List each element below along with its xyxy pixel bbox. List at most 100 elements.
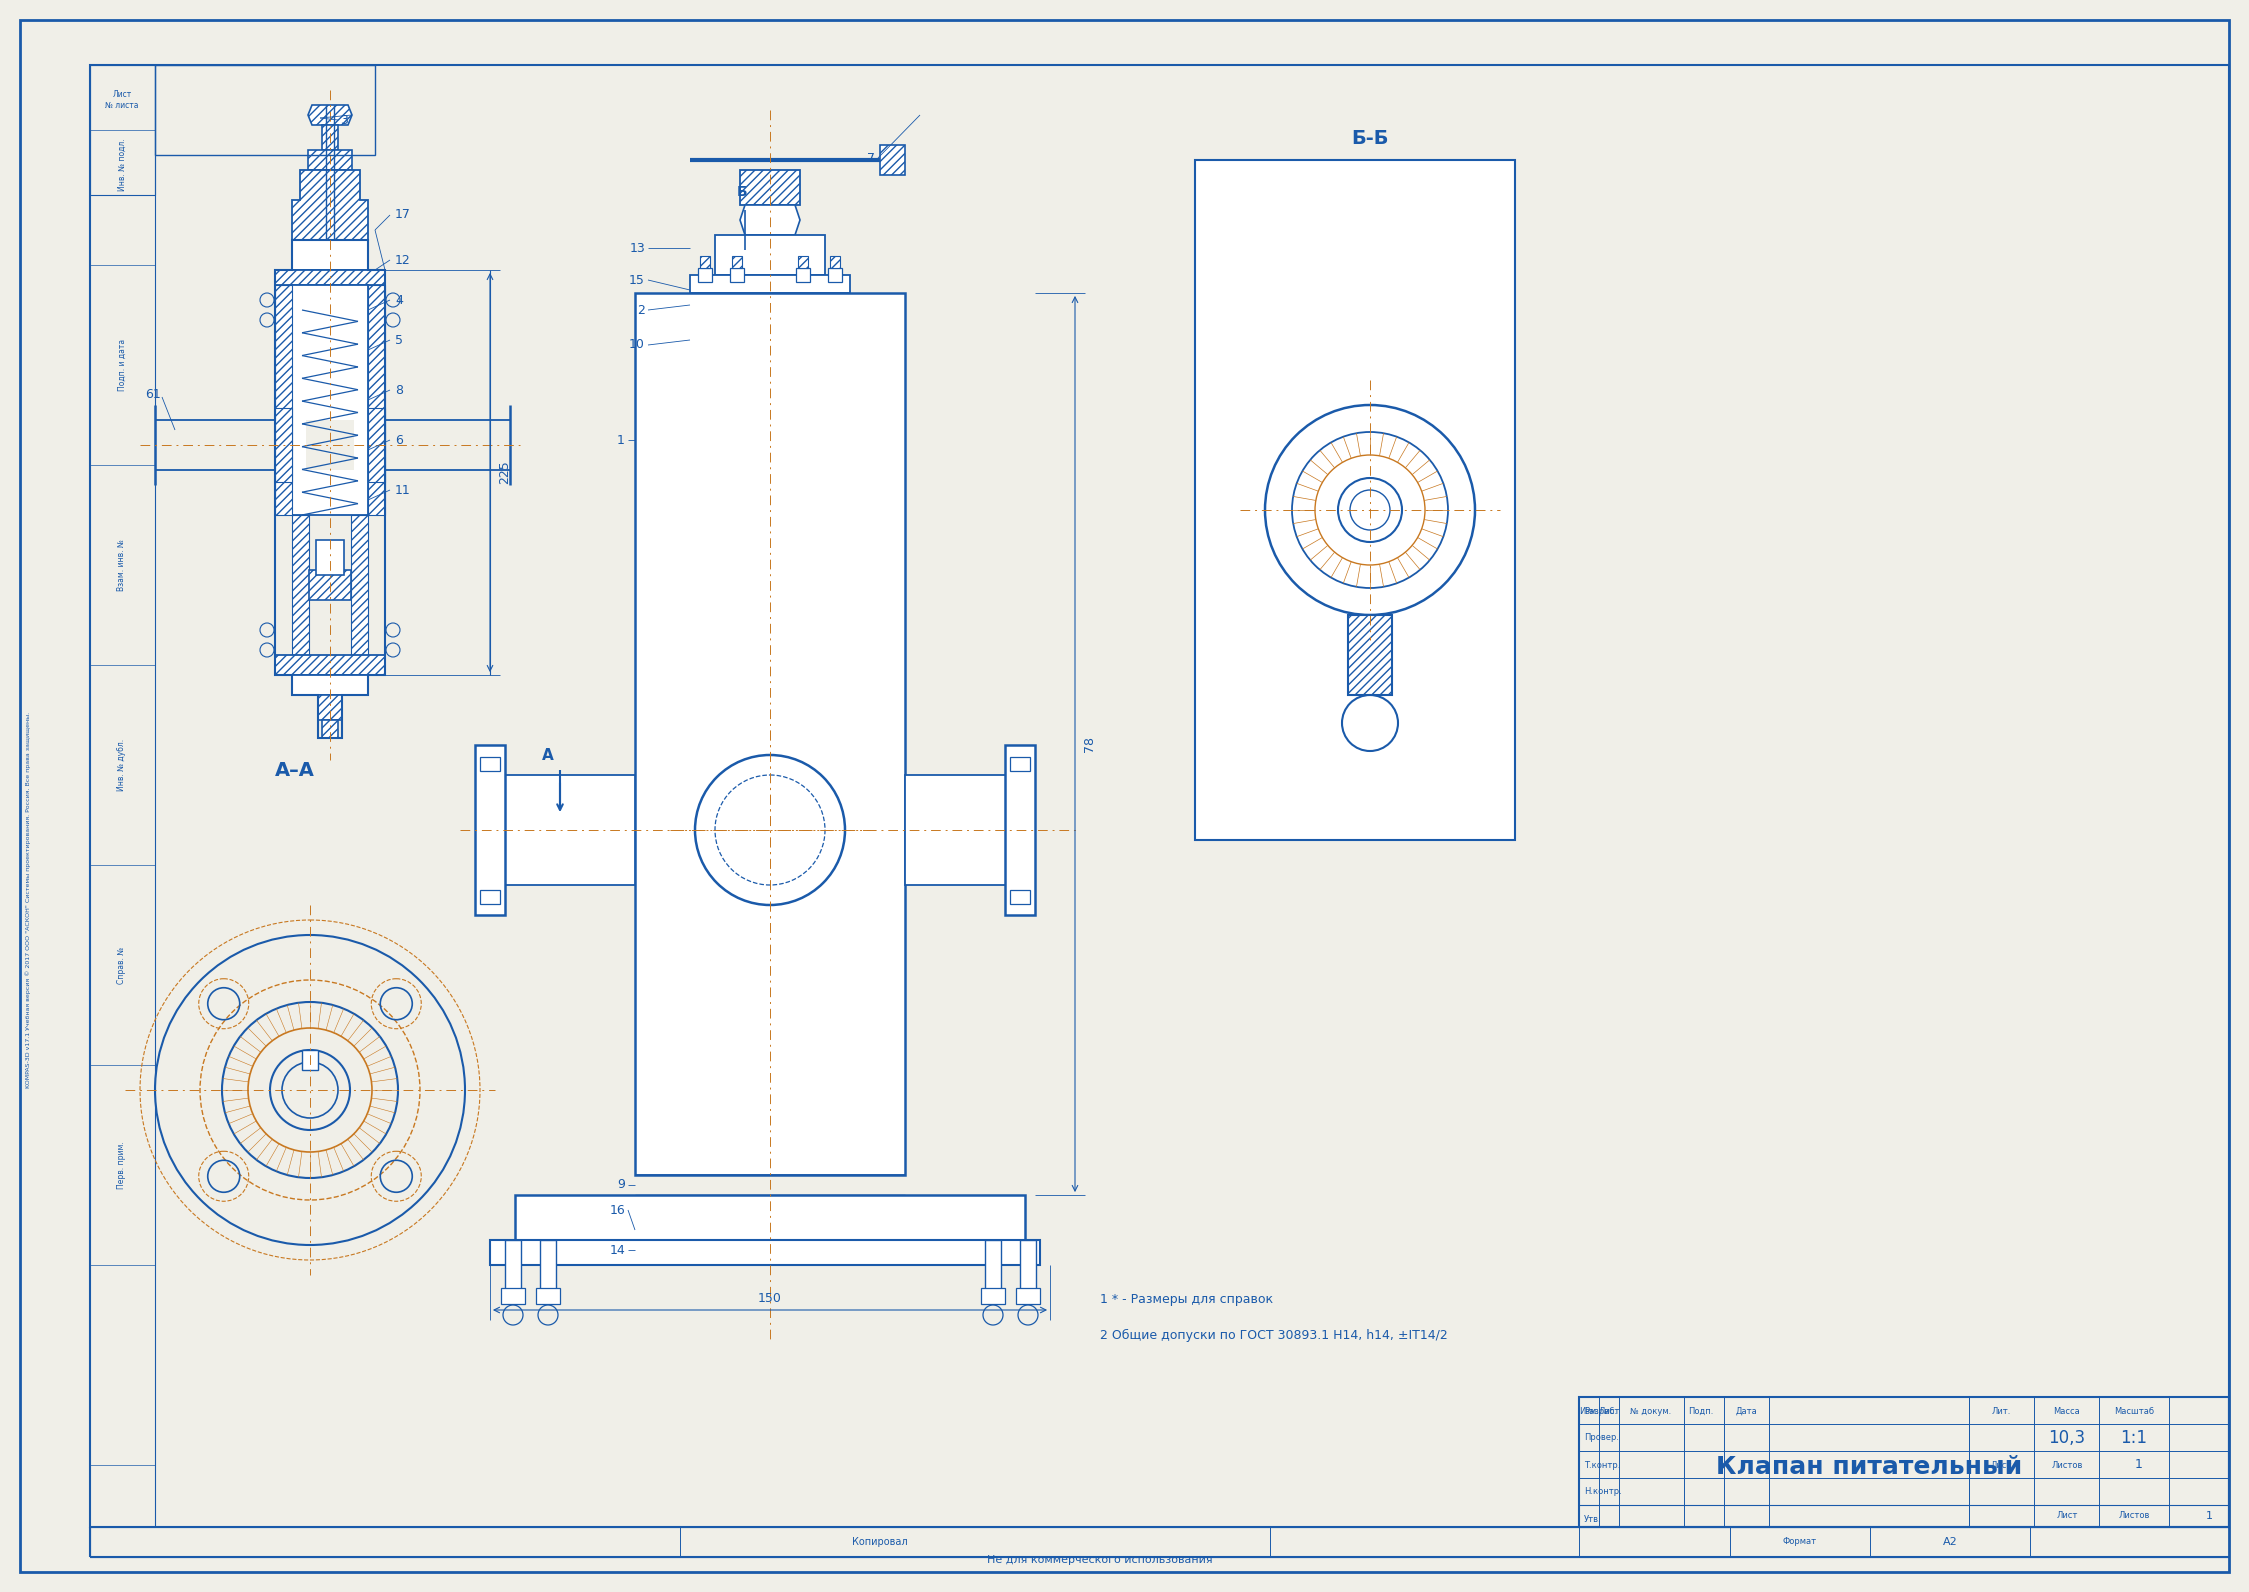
Text: 225: 225 <box>497 460 511 484</box>
Bar <box>1021 1240 1037 1290</box>
Text: 1: 1 <box>2206 1511 2213 1520</box>
Bar <box>731 256 742 267</box>
Text: 9: 9 <box>616 1178 625 1191</box>
Text: 4: 4 <box>396 293 403 307</box>
Text: 13: 13 <box>630 242 645 255</box>
Bar <box>1010 890 1030 904</box>
Bar <box>306 420 353 470</box>
Polygon shape <box>308 105 353 126</box>
Text: Подп.: Подп. <box>1689 1406 1714 1415</box>
Bar <box>540 1240 556 1290</box>
Bar <box>369 285 385 514</box>
Text: 1: 1 <box>616 433 625 446</box>
Bar <box>369 408 385 482</box>
Bar <box>490 1240 1039 1266</box>
Bar <box>90 1527 2229 1557</box>
Bar <box>274 271 385 285</box>
Bar <box>274 408 292 482</box>
Text: 61: 61 <box>144 388 160 401</box>
Bar <box>828 267 841 282</box>
Bar <box>798 256 807 267</box>
Text: Инв. № дубл.: Инв. № дубл. <box>117 739 126 791</box>
Text: KOMPAS-3D v17.1 Учебная версия © 2017 ООО "АСКОН" Системы проектирования. Россия: KOMPAS-3D v17.1 Учебная версия © 2017 ОО… <box>25 712 31 1087</box>
Bar <box>292 240 369 271</box>
Text: А2: А2 <box>1943 1536 1957 1547</box>
Text: 15: 15 <box>630 274 645 287</box>
Text: Масса: Масса <box>2053 1406 2080 1415</box>
Bar <box>317 540 344 575</box>
Text: 5: 5 <box>396 333 403 347</box>
Bar <box>317 696 342 720</box>
Bar <box>1347 615 1392 696</box>
Bar <box>292 514 308 654</box>
Bar <box>981 1288 1005 1304</box>
Bar <box>985 1240 1001 1290</box>
Text: Лист: Лист <box>2056 1511 2078 1520</box>
Bar <box>1005 745 1035 915</box>
Text: 150: 150 <box>758 1291 783 1304</box>
Text: Лит.: Лит. <box>1990 1406 2011 1415</box>
Text: Провер.: Провер. <box>1583 1433 1619 1442</box>
Polygon shape <box>292 170 369 240</box>
Text: Изм.: Изм. <box>1579 1406 1599 1415</box>
Bar <box>1010 758 1030 771</box>
Text: 11: 11 <box>396 484 412 497</box>
Bar <box>1347 615 1392 696</box>
Bar <box>301 1051 317 1070</box>
Text: Взам. инв. №: Взам. инв. № <box>117 540 126 591</box>
Bar <box>740 170 801 205</box>
Text: 6: 6 <box>396 433 403 446</box>
Bar <box>322 126 337 150</box>
Text: 1: 1 <box>2134 1458 2143 1471</box>
Bar <box>351 514 369 654</box>
Text: 12: 12 <box>396 253 412 266</box>
Text: 14: 14 <box>609 1243 625 1256</box>
Bar <box>502 1288 524 1304</box>
Text: 78: 78 <box>1084 736 1095 751</box>
Text: Лист: Лист <box>1990 1460 2011 1469</box>
Text: 2: 2 <box>636 304 645 317</box>
Text: 1:1: 1:1 <box>2121 1430 2148 1447</box>
Text: 8: 8 <box>396 384 403 396</box>
Text: № докум.: № докум. <box>1631 1406 1671 1415</box>
Bar <box>731 267 744 282</box>
Text: 16: 16 <box>609 1204 625 1216</box>
Polygon shape <box>740 205 801 236</box>
Bar <box>155 65 376 154</box>
Bar <box>308 570 351 600</box>
Bar <box>699 256 711 267</box>
Bar <box>634 293 904 1175</box>
Bar <box>904 775 1035 885</box>
Bar <box>292 675 369 696</box>
Bar <box>274 285 292 514</box>
Text: Перв. прим.: Перв. прим. <box>117 1141 126 1189</box>
Bar <box>308 150 353 170</box>
Text: Утв.: Утв. <box>1583 1514 1601 1524</box>
Text: А: А <box>542 748 553 763</box>
Bar <box>690 275 850 293</box>
Bar <box>322 720 337 739</box>
Text: Подп. и дата: Подп. и дата <box>117 339 126 392</box>
Text: 2 Общие допуски по ГОСТ 30893.1 H14, h14, ±IT14/2: 2 Общие допуски по ГОСТ 30893.1 H14, h14… <box>1100 1328 1448 1342</box>
Bar <box>1194 161 1516 841</box>
Text: Масштаб: Масштаб <box>2114 1406 2155 1415</box>
Text: Копировал: Копировал <box>852 1536 909 1547</box>
Text: Клапан питательный: Клапан питательный <box>1716 1455 2022 1479</box>
Bar <box>475 745 506 915</box>
Text: 10: 10 <box>630 339 645 352</box>
Bar <box>1017 1288 1039 1304</box>
Text: Б-Б: Б-Б <box>1352 129 1388 148</box>
Text: Листов: Листов <box>2051 1460 2083 1469</box>
Bar <box>1579 1398 2229 1527</box>
Bar <box>697 267 713 282</box>
Bar <box>292 285 369 514</box>
Bar <box>715 236 825 275</box>
Text: Лист
№ листа: Лист № листа <box>106 91 139 110</box>
Text: 10,3: 10,3 <box>2049 1430 2085 1447</box>
Bar <box>506 1240 522 1290</box>
Text: Разраб.: Разраб. <box>1583 1406 1617 1415</box>
Text: Листов: Листов <box>2119 1511 2150 1520</box>
Bar <box>515 1196 1026 1240</box>
Text: А–А: А–А <box>274 761 315 780</box>
Text: Лист: Лист <box>1599 1406 1619 1415</box>
